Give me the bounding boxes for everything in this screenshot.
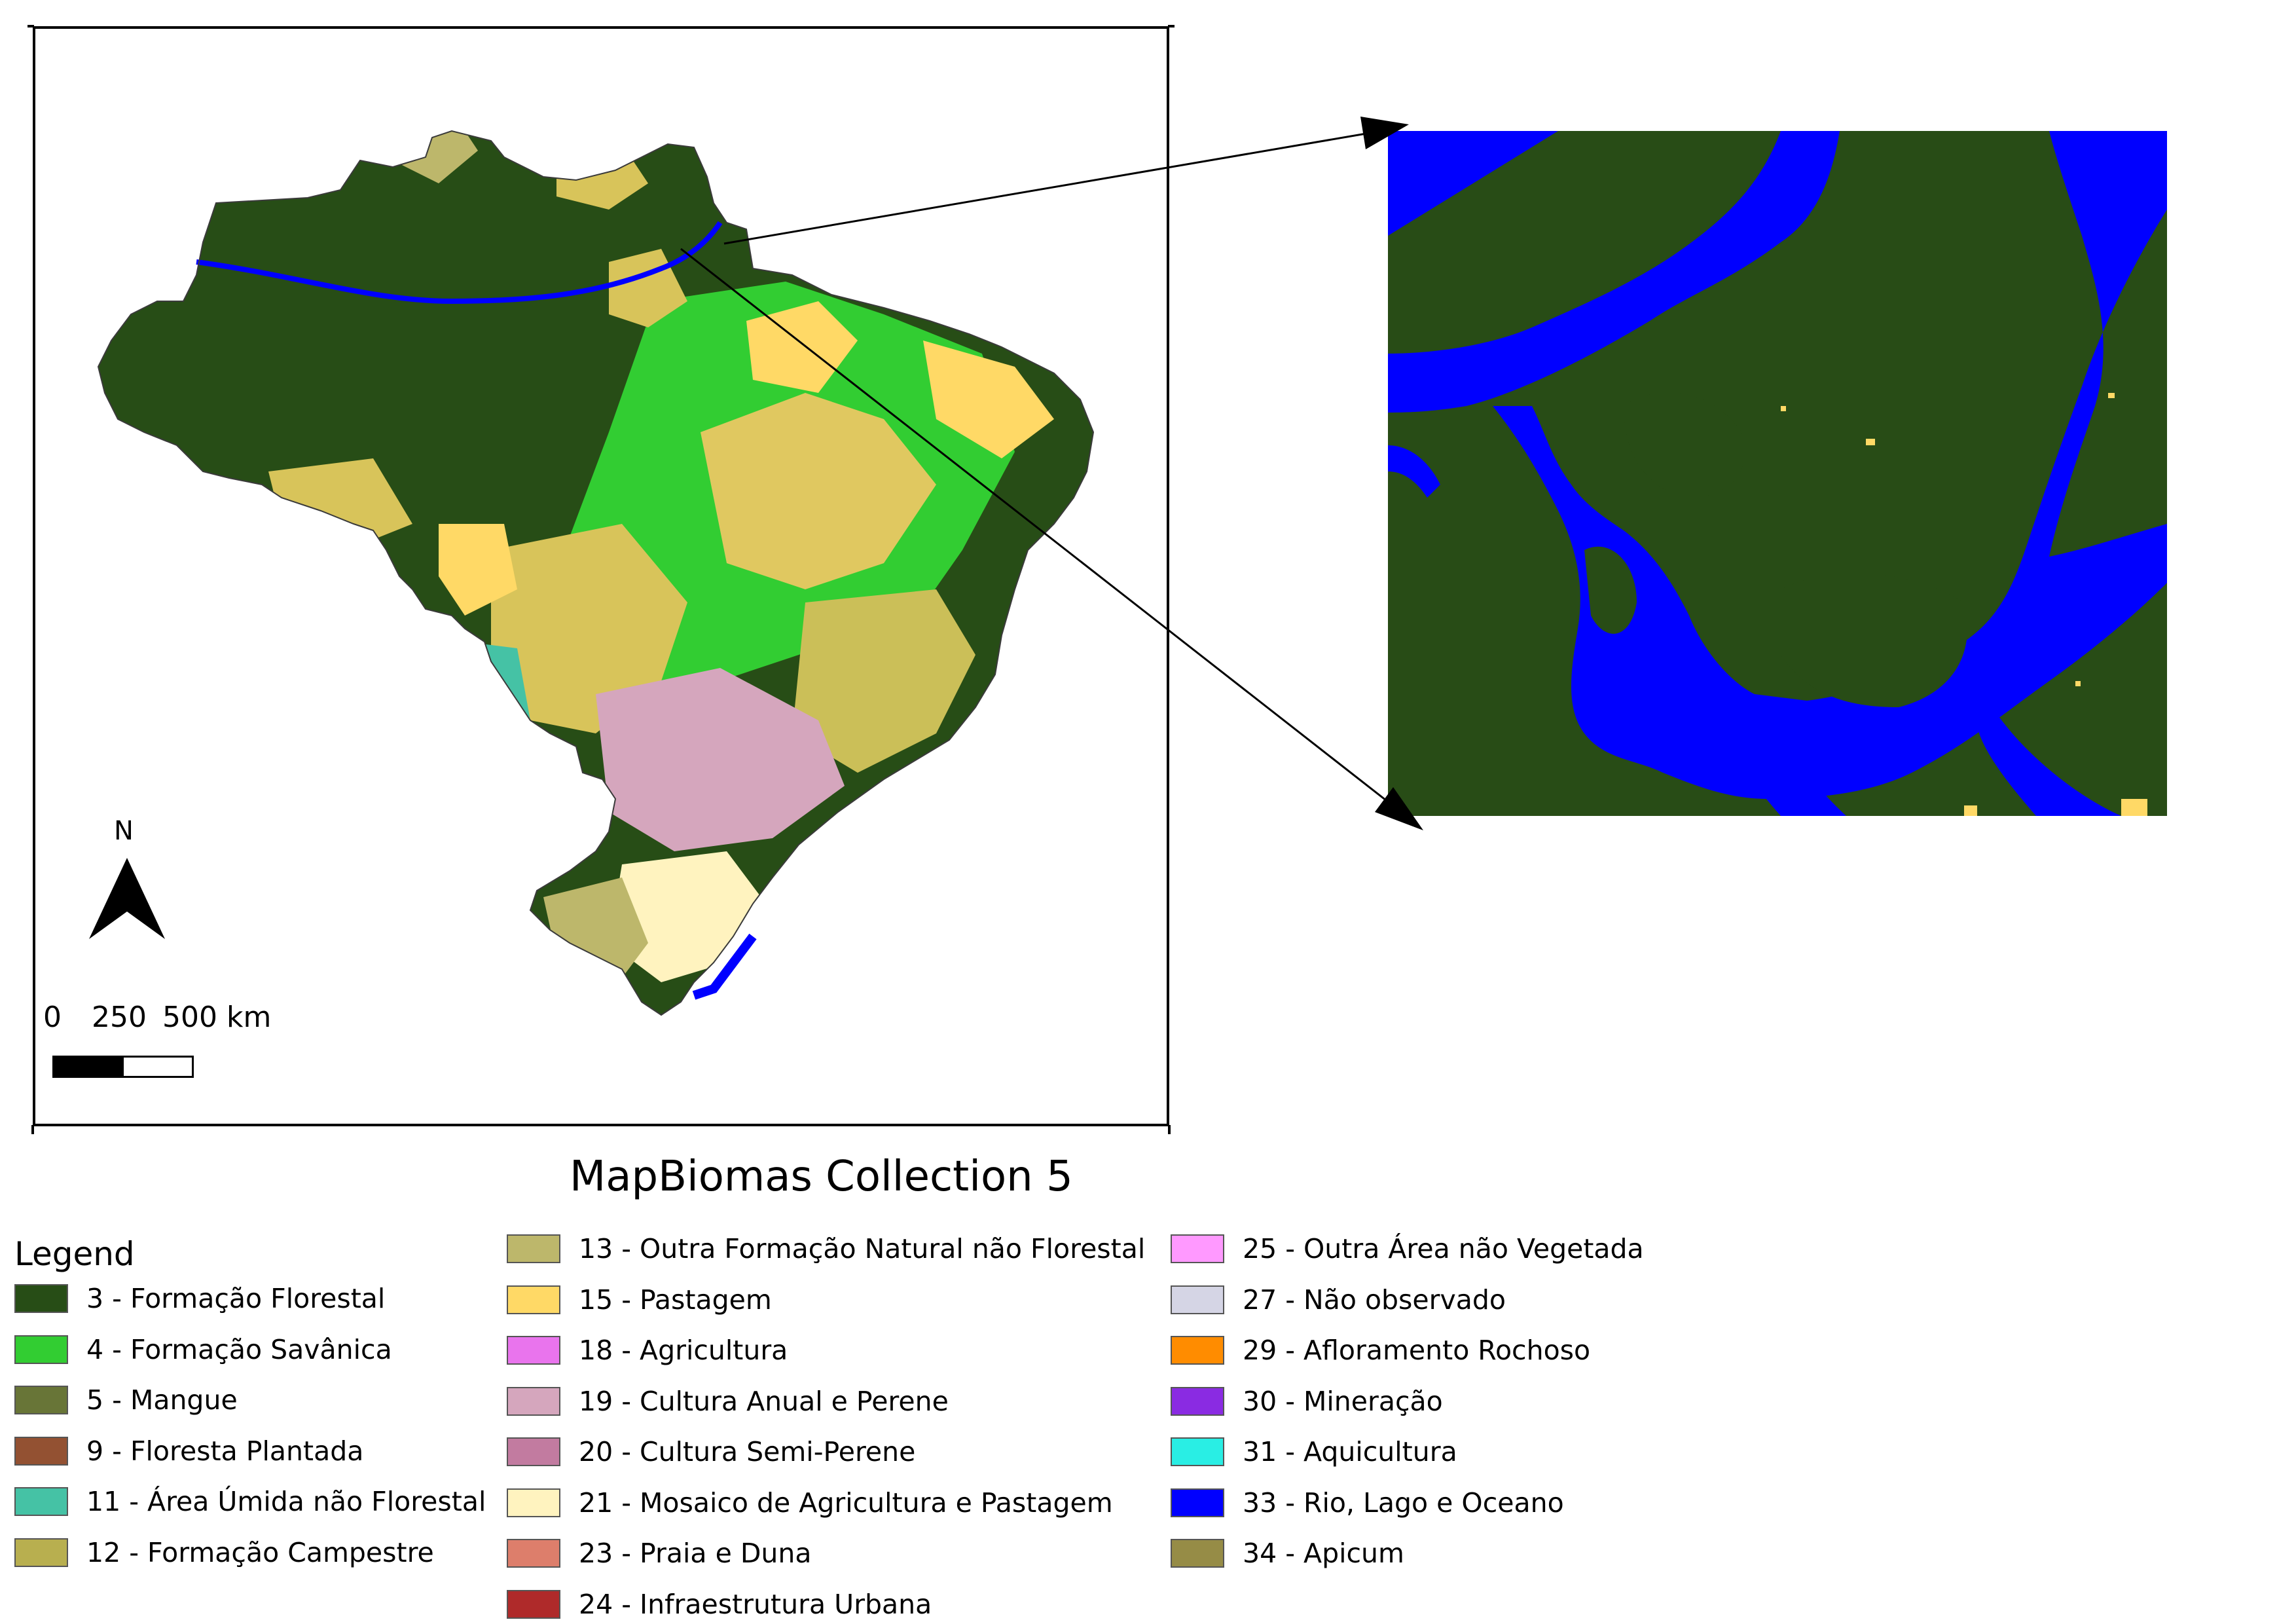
legend-swatch	[507, 1234, 560, 1263]
inset-pasture-specks	[1781, 393, 2147, 816]
legend-item: 30 - Mineração	[1171, 1385, 1443, 1418]
brazil-map-svg	[98, 130, 1094, 1016]
amazon-river	[196, 221, 723, 304]
legend-label: 4 - Formação Savânica	[86, 1333, 392, 1365]
legend-label: 29 - Afloramento Rochoso	[1243, 1335, 1591, 1366]
legend-swatch	[1171, 1234, 1224, 1263]
legend-swatch	[507, 1589, 560, 1619]
legend-label: 15 - Pastagem	[579, 1283, 772, 1316]
inset-islands	[1584, 392, 1968, 707]
legend-label: 3 - Formação Florestal	[86, 1283, 386, 1314]
frame-tick	[27, 25, 34, 28]
legend-item: 23 - Praia e Duna	[507, 1537, 812, 1570]
legend-swatch	[14, 1436, 68, 1466]
scalebar-label-500: 500 km	[162, 1001, 272, 1034]
legend-swatch	[507, 1488, 560, 1517]
legend-item: 19 - Cultura Anual e Perene	[507, 1385, 949, 1418]
legend-label: 12 - Formação Campestre	[86, 1536, 434, 1568]
legend-label: 18 - Agricultura	[579, 1335, 788, 1366]
legend-swatch	[507, 1437, 560, 1466]
legend-label: 19 - Cultura Anual e Perene	[579, 1385, 949, 1417]
legend-label: 24 - Infraestrutura Urbana	[579, 1588, 932, 1620]
legend-label: 31 - Aquicultura	[1243, 1436, 1457, 1467]
legend-swatch	[1171, 1336, 1224, 1365]
legend-label: 23 - Praia e Duna	[579, 1538, 812, 1569]
legend-item: 4 - Formação Savânica	[14, 1333, 392, 1366]
frame-tick	[1168, 1125, 1171, 1134]
lagoa-dos-patos	[692, 933, 757, 1000]
frame-tick	[31, 1125, 34, 1134]
map-title: MapBiomas Collection 5	[570, 1153, 1073, 1201]
legend-item: 20 - Cultura Semi-Perene	[507, 1435, 915, 1468]
legend-label: 27 - Não observado	[1243, 1283, 1506, 1316]
legend-label: 34 - Apicum	[1243, 1538, 1404, 1569]
landcover-layer	[98, 131, 1093, 1015]
scalebar-label-250: 250	[92, 1001, 147, 1034]
legend-item: 18 - Agricultura	[507, 1334, 788, 1367]
inset-detail-map[interactable]	[1388, 131, 2167, 816]
inset-map-svg	[1388, 131, 2167, 816]
legend-swatch	[14, 1284, 68, 1313]
legend-label: 30 - Mineração	[1243, 1385, 1443, 1417]
legend-label: 25 - Outra Área não Vegetada	[1243, 1233, 1644, 1264]
legend-swatch	[507, 1336, 560, 1365]
legend-item: 15 - Pastagem	[507, 1283, 772, 1316]
legend-item: 24 - Infraestrutura Urbana	[507, 1588, 932, 1621]
legend-item: 11 - Área Úmida não Florestal	[14, 1485, 486, 1518]
legend-item: 34 - Apicum	[1171, 1537, 1404, 1570]
legend-item: 5 - Mangue	[14, 1384, 238, 1416]
brazil-landcover-map[interactable]	[33, 26, 1169, 1126]
legend-label: 33 - Rio, Lago e Oceano	[1243, 1486, 1564, 1519]
legend-swatch	[14, 1335, 68, 1364]
legend-label: 11 - Área Úmida não Florestal	[86, 1486, 486, 1517]
legend-item: 31 - Aquicultura	[1171, 1435, 1457, 1468]
legend-label: 21 - Mosaico de Agricultura e Pastagem	[579, 1486, 1113, 1519]
legend-swatch	[14, 1386, 68, 1414]
legend-label: 5 - Mangue	[86, 1384, 238, 1416]
legend-item: 21 - Mosaico de Agricultura e Pastagem	[507, 1486, 1113, 1519]
legend-item: 13 - Outra Formação Natural não Floresta…	[507, 1232, 1145, 1265]
legend-swatch	[1171, 1386, 1224, 1416]
legend-item: 33 - Rio, Lago e Oceano	[1171, 1486, 1564, 1519]
legend-item: 29 - Afloramento Rochoso	[1171, 1334, 1590, 1367]
legend-swatch	[1171, 1285, 1224, 1314]
inset-water	[1388, 131, 2167, 816]
scalebar-label-0: 0	[43, 1001, 62, 1034]
legend-swatch	[14, 1487, 68, 1516]
scalebar	[52, 1056, 194, 1078]
legend-item: 12 - Formação Campestre	[14, 1536, 434, 1569]
north-label: N	[114, 816, 134, 846]
legend-item: 27 - Não observado	[1171, 1283, 1506, 1316]
legend-label: 20 - Cultura Semi-Perene	[579, 1436, 916, 1467]
legend-swatch	[1171, 1488, 1224, 1517]
scalebar-fill	[54, 1058, 124, 1076]
legend-swatch	[507, 1386, 560, 1416]
north-arrow-icon	[89, 858, 165, 939]
legend-label: 9 - Floresta Plantada	[86, 1435, 364, 1467]
legend-label: 13 - Outra Formação Natural não Floresta…	[579, 1233, 1146, 1264]
legend-swatch	[507, 1539, 560, 1568]
frame-tick	[1168, 25, 1175, 28]
legend-item: 25 - Outra Área não Vegetada	[1171, 1232, 1644, 1265]
legend-swatch	[1171, 1437, 1224, 1466]
legend-swatch	[507, 1285, 560, 1314]
legend-item: 3 - Formação Florestal	[14, 1282, 385, 1315]
legend-heading: Legend	[14, 1235, 135, 1273]
legend-item: 9 - Floresta Plantada	[14, 1435, 363, 1467]
legend-swatch	[14, 1538, 68, 1567]
legend-swatch	[1171, 1539, 1224, 1568]
